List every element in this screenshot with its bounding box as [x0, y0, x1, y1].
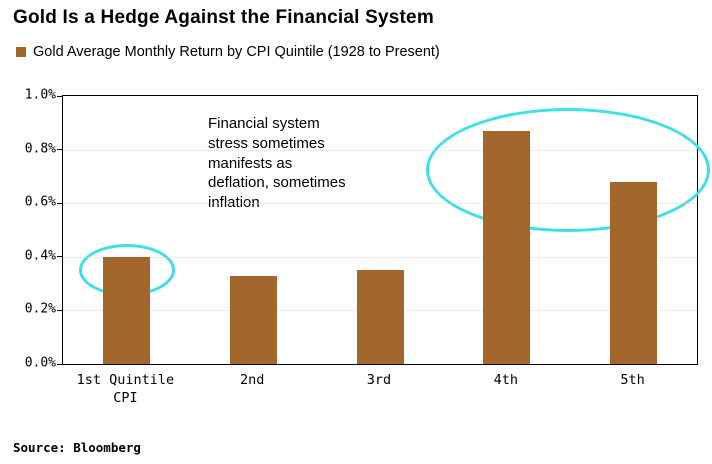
x-tick-label: 4th: [493, 372, 518, 388]
y-tick-mark: [57, 149, 63, 151]
bar-4th: [483, 130, 531, 364]
bar-2nd: [229, 275, 277, 364]
y-tick-mark: [57, 202, 63, 204]
x-tick-label: 1st Quintile CPI: [76, 372, 175, 406]
y-tick-label: 0.8%: [24, 141, 56, 157]
y-tick-mark: [57, 363, 63, 365]
y-tick-mark: [57, 95, 63, 97]
x-tick-label: 3rd: [366, 372, 392, 388]
x-tick-label: 5th: [620, 372, 645, 388]
y-tick-mark: [57, 309, 63, 311]
y-tick-label: 0.4%: [24, 248, 56, 264]
legend-label: Gold Average Monthly Return by CPI Quint…: [33, 44, 440, 60]
plot-area: Financial system stress sometimes manife…: [57, 95, 710, 365]
bar-3rd: [356, 270, 404, 364]
y-tick-label: 0.2%: [24, 301, 56, 317]
y-tick-label: 0.0%: [24, 355, 56, 371]
x-axis: 1st Quintile CPI 2nd 3rd 4th 5th: [62, 372, 698, 412]
y-tick-label: 1.0%: [24, 87, 56, 103]
legend-swatch-icon: [16, 47, 26, 57]
gridline: [63, 256, 697, 258]
gridline: [63, 149, 697, 151]
page-title: Gold Is a Hedge Against the Financial Sy…: [13, 7, 434, 28]
bar-1st-quintile: [102, 256, 150, 364]
gridline: [63, 203, 697, 205]
x-tick-label: 2nd: [240, 372, 265, 388]
bar-5th: [610, 181, 658, 364]
y-axis: 0.0% 0.2% 0.4% 0.6% 0.8% 1.0%: [0, 88, 56, 371]
legend: Gold Average Monthly Return by CPI Quint…: [16, 44, 440, 60]
source-text: Source: Bloomberg: [13, 440, 141, 455]
annotation-text: Financial system stress sometimes manife…: [208, 115, 346, 212]
highlight-ellipse-quintile4-5: [426, 108, 710, 232]
y-tick-mark: [57, 256, 63, 258]
y-tick-label: 0.6%: [24, 194, 56, 210]
